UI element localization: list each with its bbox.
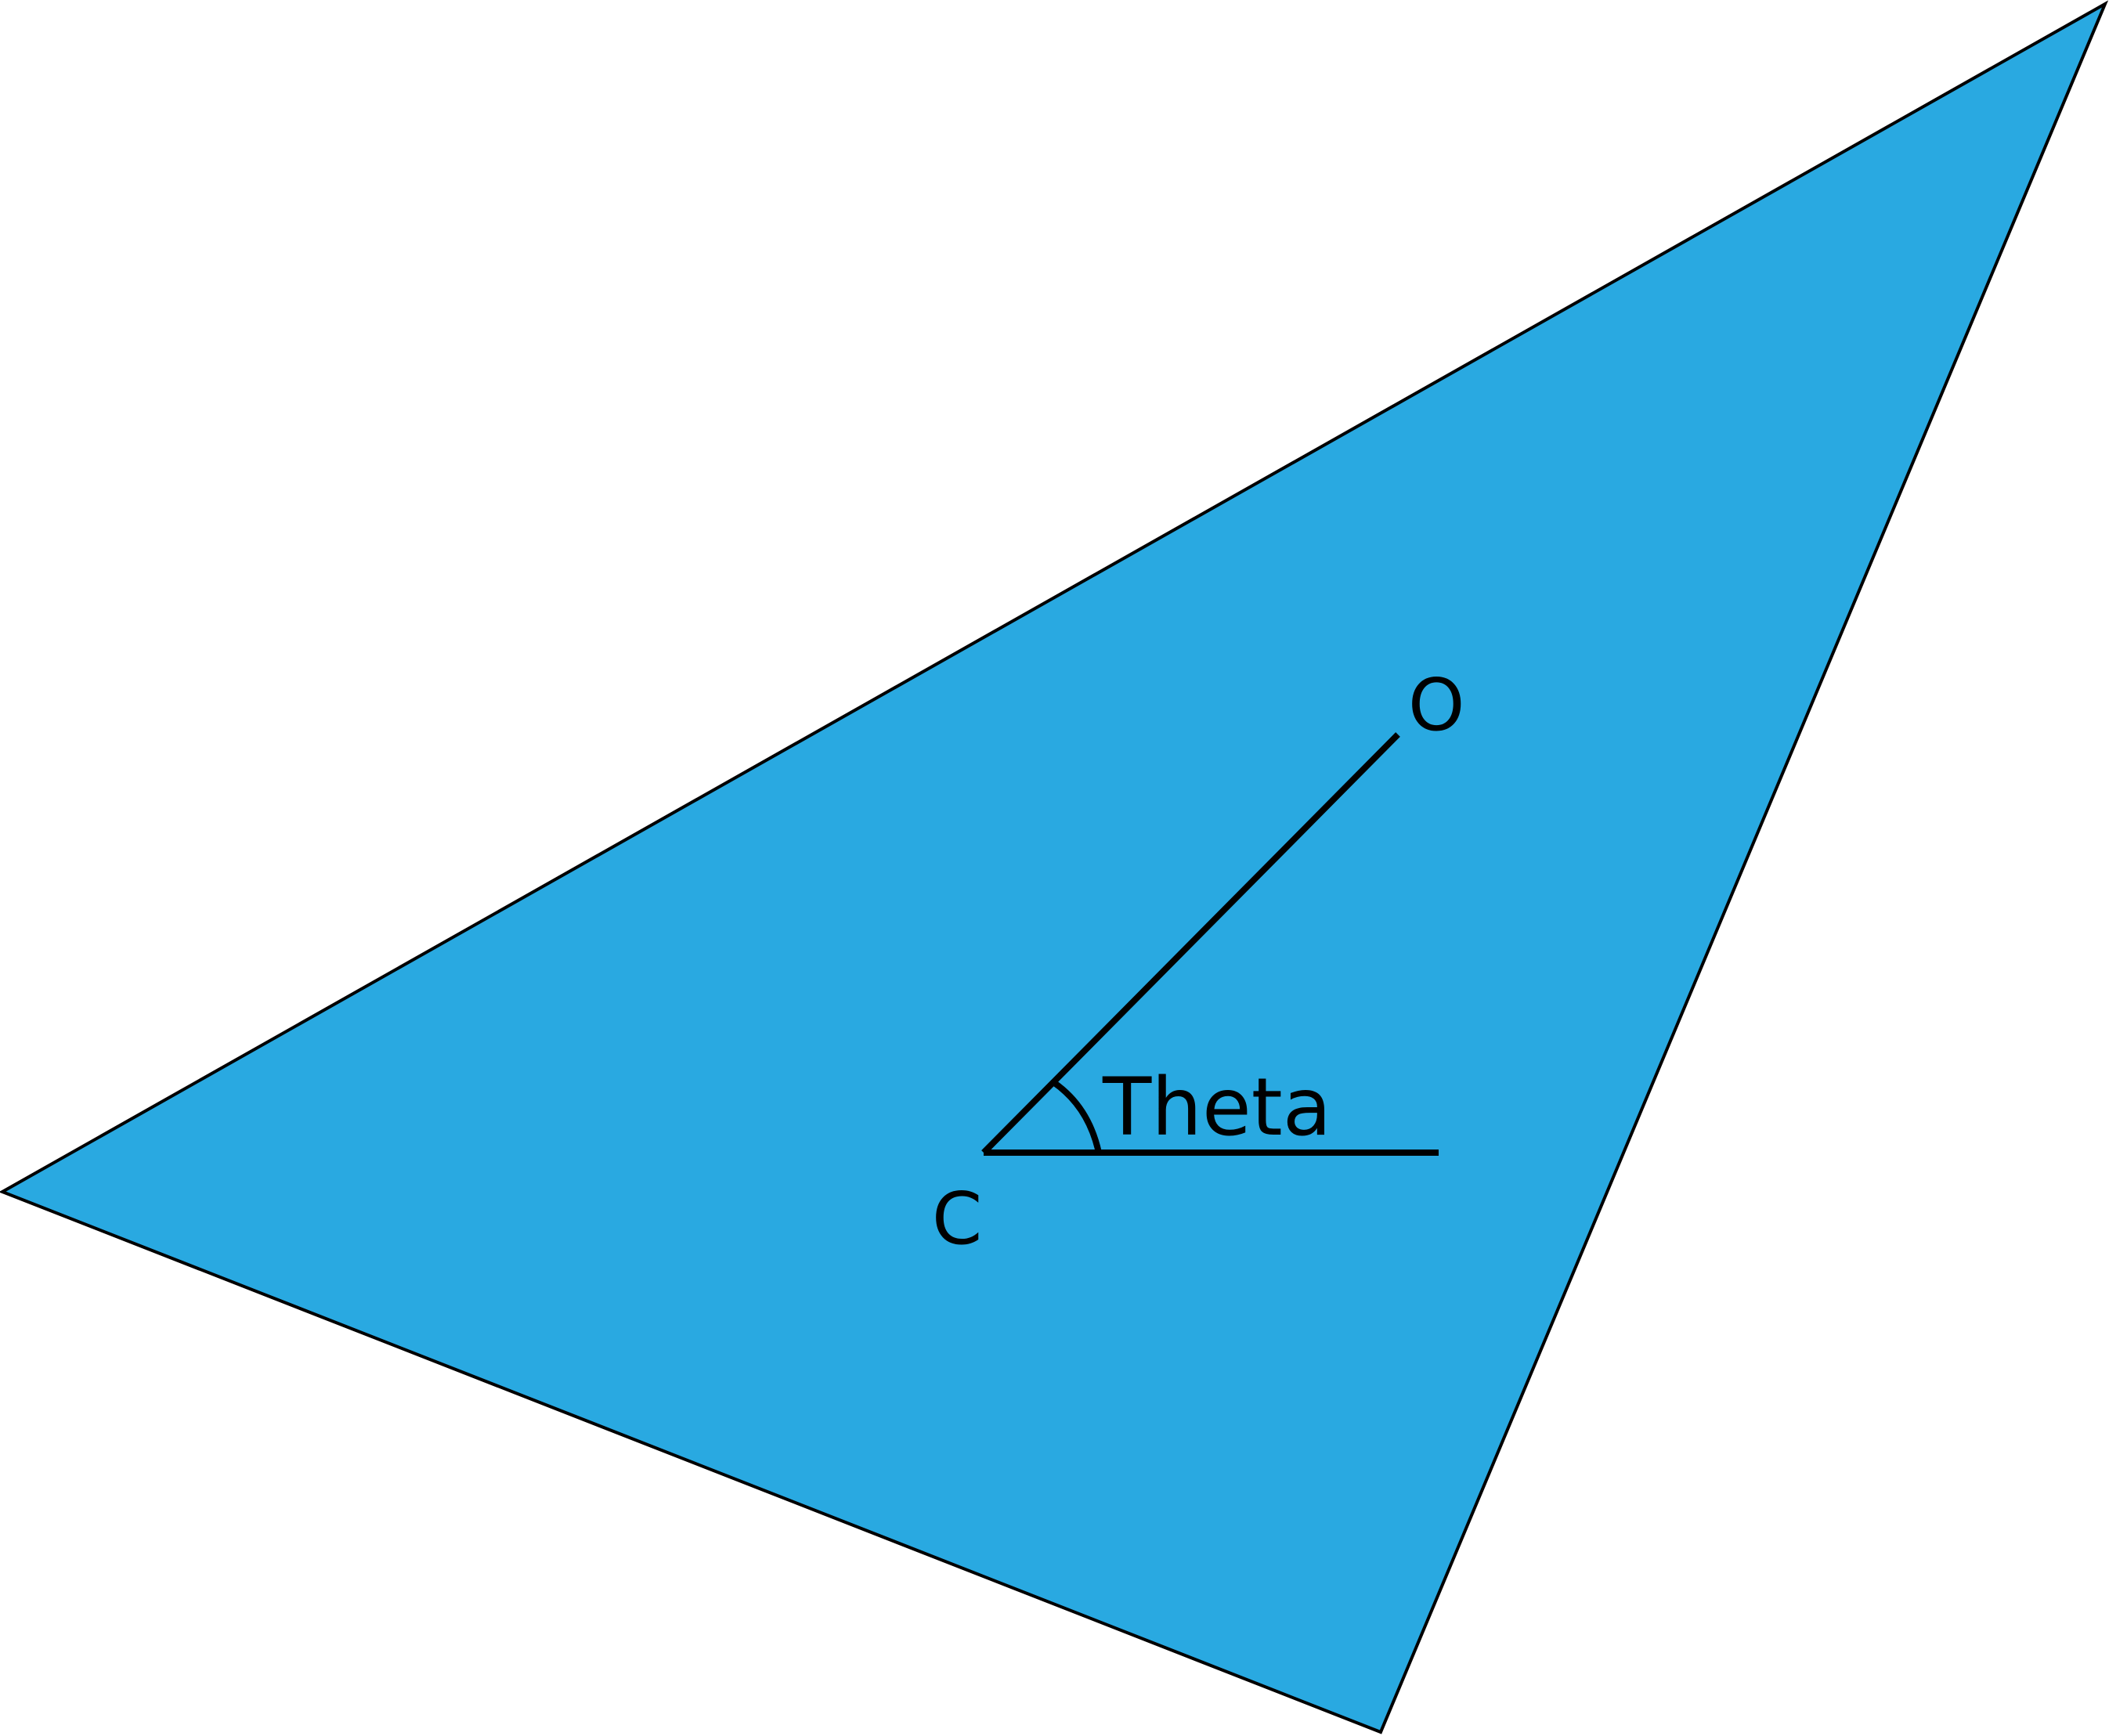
ray-c-to-o xyxy=(981,732,1400,1155)
angle-arc xyxy=(1051,1079,1102,1153)
label-angle-theta: Theta xyxy=(1102,1061,1331,1154)
label-point-o: O xyxy=(1408,663,1464,747)
label-point-c: C xyxy=(932,1177,982,1261)
